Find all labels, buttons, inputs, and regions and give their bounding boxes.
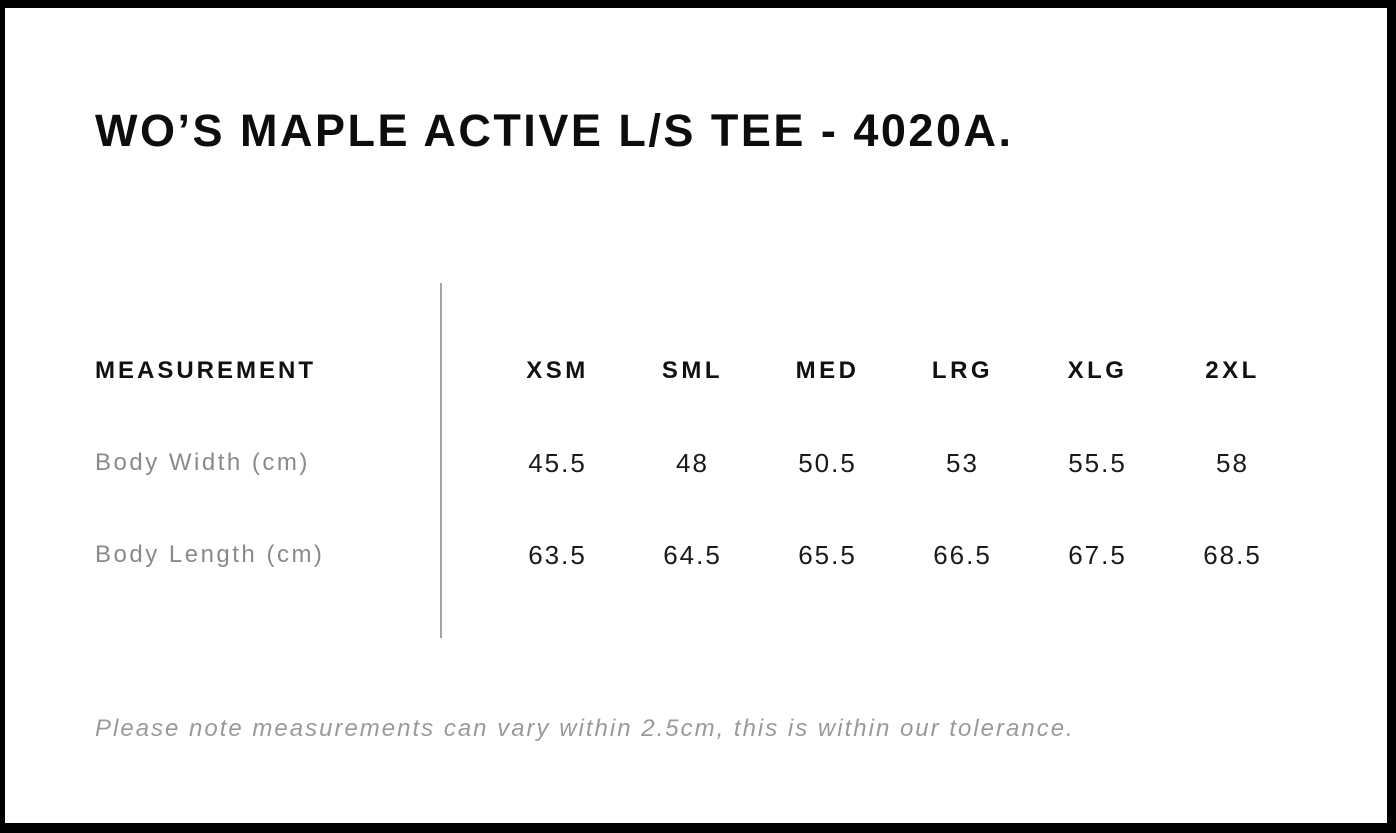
- row-label-body-length: Body Length (cm): [95, 541, 325, 568]
- size-chart-table: MEASUREMENT XSM SML MED LRG XLG 2XL Body…: [95, 283, 1300, 638]
- table-row-body-length: Body Length (cm) 63.5 64.5 65.5 66.5 67.…: [95, 509, 1300, 601]
- body-width-xsm: 45.5: [528, 447, 587, 478]
- body-length-xsm: 63.5: [528, 539, 587, 570]
- body-width-lrg: 53: [946, 447, 979, 478]
- column-header-xsm: XSM: [526, 357, 589, 384]
- column-header-measurement: MEASUREMENT: [95, 357, 317, 384]
- body-length-lrg: 66.5: [933, 539, 992, 570]
- column-header-2xl: 2XL: [1205, 357, 1260, 384]
- row-label-body-width: Body Width (cm): [95, 449, 310, 476]
- vertical-divider: [440, 283, 442, 638]
- body-width-sml: 48: [676, 447, 709, 478]
- body-length-med: 65.5: [798, 539, 857, 570]
- column-header-xlg: XLG: [1067, 357, 1128, 384]
- body-width-med: 50.5: [798, 447, 857, 478]
- column-header-med: MED: [795, 357, 860, 384]
- body-width-2xl: 58: [1216, 447, 1249, 478]
- column-header-sml: SML: [661, 357, 724, 384]
- body-length-2xl: 68.5: [1203, 539, 1262, 570]
- table-header-row: MEASUREMENT XSM SML MED LRG XLG 2XL: [95, 325, 1300, 417]
- size-guide-sheet: WO’S MAPLE ACTIVE L/S TEE - 4020A. MEASU…: [5, 8, 1387, 823]
- table-row-body-width: Body Width (cm) 45.5 48 50.5 53 55.5 58: [95, 417, 1300, 509]
- body-length-xlg: 67.5: [1068, 539, 1127, 570]
- body-width-xlg: 55.5: [1068, 447, 1127, 478]
- column-header-lrg: LRG: [931, 357, 994, 384]
- tolerance-note: Please note measurements can vary within…: [95, 715, 1075, 742]
- body-length-sml: 64.5: [663, 539, 722, 570]
- page-title: WO’S MAPLE ACTIVE L/S TEE - 4020A.: [95, 105, 1014, 156]
